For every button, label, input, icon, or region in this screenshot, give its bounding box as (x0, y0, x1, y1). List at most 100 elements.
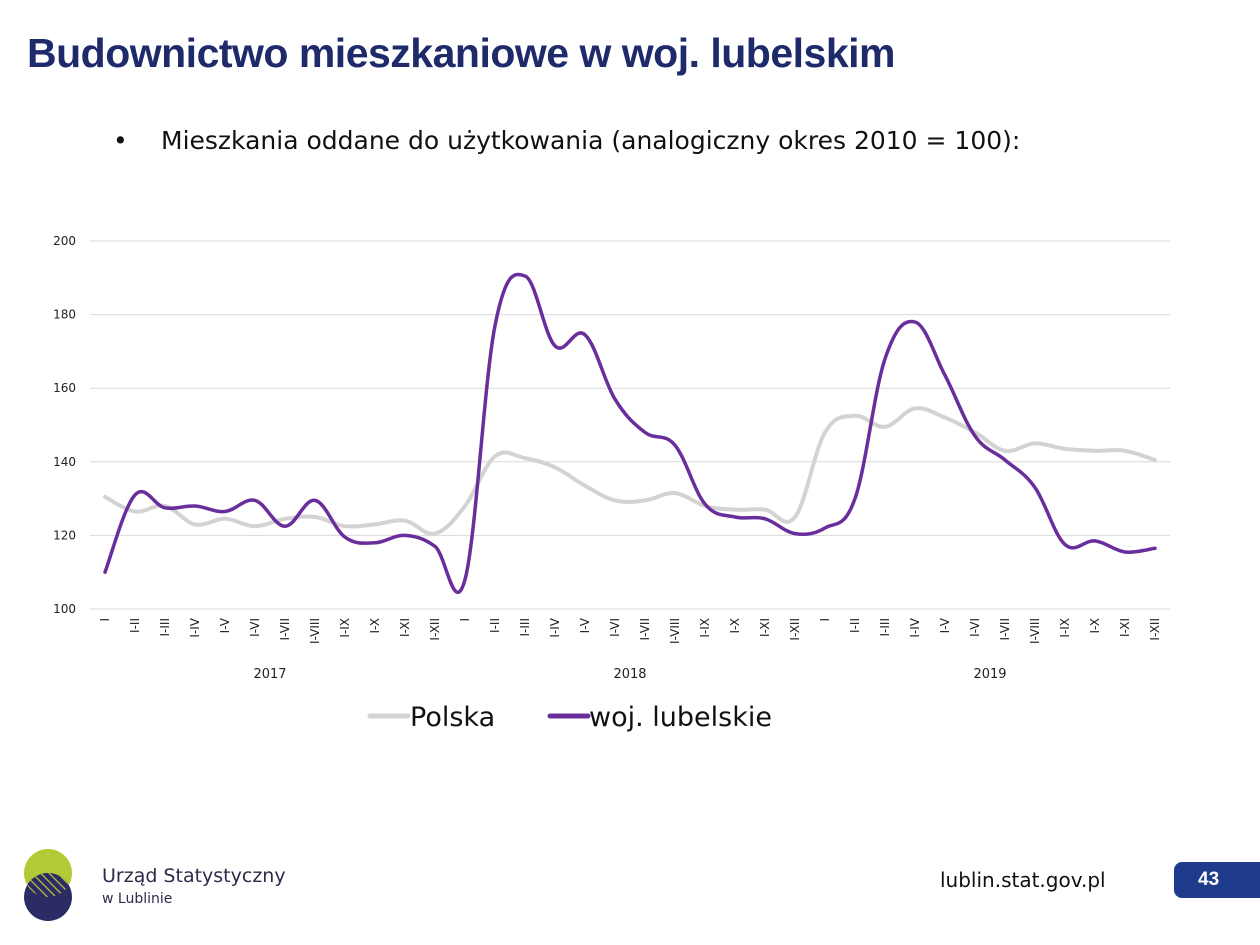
legend-label-lubelskie: woj. lubelskie (589, 702, 772, 733)
data-point-polska (1064, 447, 1067, 450)
x-tick-label: I-IX (698, 618, 712, 638)
x-tick-label: I-IV (548, 617, 562, 637)
data-point-polska (554, 466, 557, 469)
x-tick-label: I-X (728, 618, 742, 634)
x-tick-label: I-II (128, 618, 142, 633)
data-point-polska (794, 516, 797, 519)
x-tick-label: I-XI (1118, 618, 1132, 637)
data-point-polska (614, 499, 617, 502)
data-point-polska (1124, 449, 1127, 452)
y-tick-label: 200 (53, 234, 76, 248)
data-point-woj-lubelskie (374, 541, 377, 544)
data-point-woj-lubelskie (554, 344, 557, 347)
x-tick-label: I-VIII (308, 618, 322, 644)
chart-series (103, 272, 1157, 594)
data-point-woj-lubelskie (674, 444, 677, 447)
data-point-polska (1004, 449, 1007, 452)
x-tick-label: I-VI (248, 618, 262, 637)
data-point-polska (674, 492, 677, 495)
y-tick-label: 140 (53, 455, 76, 469)
x-tick-label: I-XI (758, 618, 772, 637)
x-tick-label: I-X (368, 618, 382, 634)
x-tick-label: I-IX (338, 618, 352, 638)
data-point-woj-lubelskie (974, 435, 977, 438)
x-tick-label: I-VII (638, 618, 652, 640)
data-point-woj-lubelskie (584, 333, 587, 336)
data-point-woj-lubelskie (1004, 459, 1007, 462)
data-point-polska (194, 523, 197, 526)
data-point-woj-lubelskie (914, 321, 917, 324)
data-point-polska (374, 523, 377, 526)
chart-grid (90, 240, 1170, 610)
data-point-polska (464, 505, 467, 508)
data-point-polska (824, 431, 827, 434)
data-point-polska (284, 517, 287, 520)
data-point-woj-lubelskie (644, 431, 647, 434)
data-point-polska (884, 425, 887, 428)
data-point-woj-lubelskie (1064, 543, 1067, 546)
series-line-polska (103, 406, 1157, 536)
data-point-woj-lubelskie (254, 499, 257, 502)
x-tick-label: I (818, 618, 832, 622)
data-point-woj-lubelskie (1154, 547, 1157, 550)
chart-legend: Polska woj. lubelskie (367, 702, 772, 733)
x-tick-label: I-IV (188, 617, 202, 637)
org-name-line1: Urząd Statystyczny (102, 865, 286, 887)
x-tick-label: I-XII (1148, 618, 1162, 641)
x-tick-label: I-IV (908, 617, 922, 637)
data-point-woj-lubelskie (824, 527, 827, 530)
data-point-woj-lubelskie (944, 374, 947, 377)
data-point-polska (944, 416, 947, 419)
data-point-polska (404, 519, 407, 522)
data-point-woj-lubelskie (704, 503, 707, 506)
x-tick-label: I-VI (608, 618, 622, 637)
x-tick-label: I-V (938, 617, 952, 633)
data-point-woj-lubelskie (404, 534, 407, 537)
data-point-woj-lubelskie (164, 506, 167, 509)
x-tick-label: I-VIII (668, 618, 682, 644)
y-tick-label: 180 (53, 308, 76, 322)
data-point-polska (734, 508, 737, 511)
x-tick-label: I-VI (968, 618, 982, 637)
y-tick-label: 160 (53, 381, 76, 395)
data-point-woj-lubelskie (314, 499, 317, 502)
year-group-label: 2018 (613, 667, 646, 682)
data-point-woj-lubelskie (224, 510, 227, 513)
legend-label-polska: Polska (410, 702, 495, 733)
data-point-polska (524, 457, 527, 460)
data-point-woj-lubelskie (194, 505, 197, 508)
website-link[interactable]: lublin.stat.gov.pl (940, 868, 1106, 892)
data-point-woj-lubelskie (464, 578, 467, 581)
data-point-woj-lubelskie (284, 525, 287, 528)
data-point-woj-lubelskie (134, 493, 137, 496)
bullet-text: Mieszkania oddane do użytkowania (analog… (161, 126, 1021, 155)
x-tick-label: I (98, 618, 112, 622)
data-point-woj-lubelskie (854, 497, 857, 500)
bullet-symbol: • (113, 126, 128, 155)
data-point-woj-lubelskie (614, 398, 617, 401)
bullet-item: • Mieszkania oddane do użytkowania (analo… (113, 126, 1020, 155)
page-number-badge: 43 (1174, 862, 1260, 898)
data-point-woj-lubelskie (1034, 486, 1037, 489)
org-logo: Urząd Statystyczny w Lublinie (20, 845, 286, 930)
data-point-polska (1154, 459, 1157, 462)
x-tick-label: I-III (878, 618, 892, 637)
x-axis-ticks: I I-II I-III I-IV I-V I-VI I-VII I-VIII I-IX I-X I… (98, 617, 1162, 644)
data-point-polska (254, 525, 257, 528)
data-point-polska (764, 508, 767, 511)
data-point-woj-lubelskie (494, 324, 497, 327)
data-point-polska (224, 517, 227, 520)
data-point-polska (644, 499, 647, 502)
data-point-polska (344, 525, 347, 528)
x-tick-label: I-III (518, 618, 532, 637)
data-point-polska (914, 407, 917, 410)
data-point-polska (434, 532, 437, 535)
slide-title: Budownictwo mieszkaniowe w woj. lubelski… (27, 30, 896, 76)
x-tick-label: I-VIII (1028, 618, 1042, 644)
x-tick-label: I-V (218, 617, 232, 633)
data-point-polska (1034, 442, 1037, 445)
data-point-polska (1094, 449, 1097, 452)
data-point-polska (134, 510, 137, 513)
x-tick-label: I-XII (428, 618, 442, 641)
